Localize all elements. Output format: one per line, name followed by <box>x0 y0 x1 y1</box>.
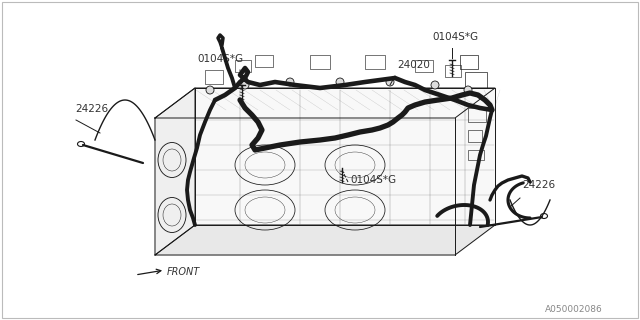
Text: 24020: 24020 <box>397 60 430 70</box>
Circle shape <box>464 86 472 94</box>
Text: 0104S*G: 0104S*G <box>432 32 478 42</box>
Polygon shape <box>155 88 495 118</box>
Circle shape <box>206 86 214 94</box>
Polygon shape <box>155 88 195 255</box>
Circle shape <box>241 81 249 89</box>
Text: 24226: 24226 <box>522 180 555 190</box>
Polygon shape <box>155 225 495 255</box>
Text: 24226: 24226 <box>75 104 108 114</box>
Circle shape <box>336 78 344 86</box>
Circle shape <box>286 78 294 86</box>
Text: 0104S*G: 0104S*G <box>350 175 396 185</box>
Circle shape <box>431 81 439 89</box>
Circle shape <box>386 78 394 86</box>
Polygon shape <box>195 88 495 225</box>
Text: 0104S*G: 0104S*G <box>197 54 243 64</box>
Text: FRONT: FRONT <box>167 267 200 277</box>
Text: A050002086: A050002086 <box>545 305 603 314</box>
